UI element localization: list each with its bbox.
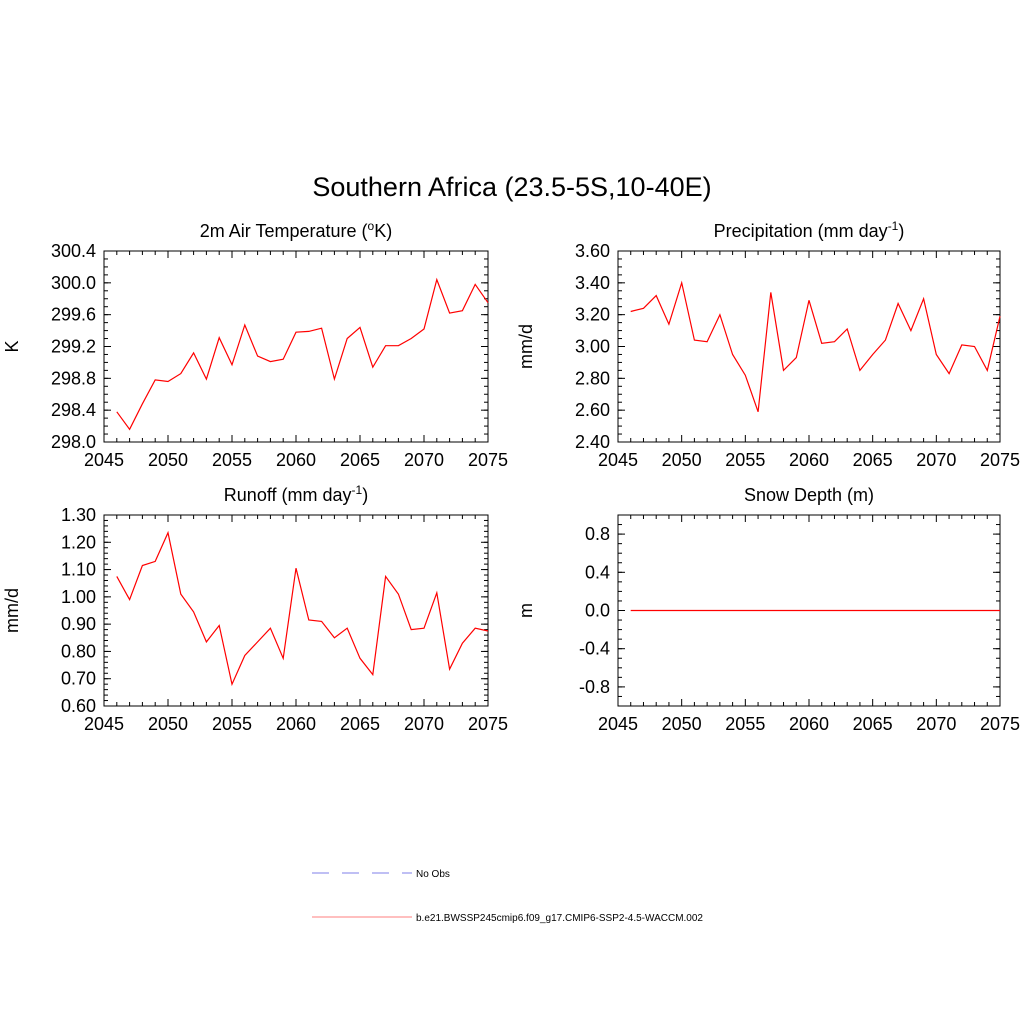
y-tick-label: 1.30 [61,505,96,525]
x-tick-label: 2050 [662,450,702,470]
x-tick-label: 2045 [598,714,638,734]
y-axis-label: m [516,603,536,618]
chart-panel-2: Precipitation (mm day-1) mm/d 2045 2050 2055… [516,219,1020,470]
panel-title-text: Precipitation (mm day [714,221,888,241]
y-tick-label: 300.0 [51,273,96,293]
panel-title: Precipitation (mm day-1) [714,219,905,241]
chart-panel-1: 2m Air Temperature (oK) K 2045 2050 2055 2060… [2,219,508,470]
plot-frame [103,250,489,443]
x-tick-label: 2070 [916,714,956,734]
panel-title-superscript: -1 [352,483,363,497]
legend-label: b.e21.BWSSP245cmip6.f09_g17.CMIP6-SSP2-4… [416,913,703,924]
x-tick-label: 2060 [276,714,316,734]
x-tick-label: 2050 [148,714,188,734]
series-line [116,277,489,431]
y-tick-label: 2.80 [575,368,610,388]
y-tick-label: 2.60 [575,400,610,420]
y-tick-label: 3.20 [575,305,610,325]
y-tick-label: 298.4 [51,400,96,420]
y-axis-label: K [2,340,22,352]
panel-title-text: Snow Depth (m) [744,485,874,505]
panel-title-superscript: o [368,219,375,233]
y-tick-label: 0.90 [61,614,96,634]
y-tick-label: 298.8 [51,368,96,388]
x-tick-label: 2050 [662,714,702,734]
x-tick-label: 2075 [980,450,1020,470]
y-tick-label: 299.2 [51,337,96,357]
x-tick-label: 2055 [212,450,252,470]
panel-title-suffix: ) [898,221,904,241]
x-tick-label: 2070 [404,714,444,734]
y-tick-label: 0.60 [61,696,96,716]
y-tick-label: 0.80 [61,641,96,661]
y-tick-label: 0.0 [585,601,610,621]
panel-title-suffix: K) [374,221,392,241]
legend: No Obs b.e21.BWSSP245cmip6.f09_g17.CMIP6-… [312,869,703,924]
figure-title: Southern Africa (23.5-5S,10-40E) [312,172,711,202]
x-tick-label: 2075 [980,714,1020,734]
y-tick-label: 0.8 [585,524,610,544]
x-tick-label: 2065 [340,450,380,470]
y-tick-label: 0.70 [61,669,96,689]
y-tick-label: 3.60 [575,241,610,261]
panel-title: Runoff (mm day-1) [224,483,368,505]
y-tick-label: 299.6 [51,305,96,325]
y-tick-label: 1.10 [61,560,96,580]
y-axis-label: mm/d [2,588,22,633]
panels: 2m Air Temperature (oK) K 2045 2050 2055 2060… [2,219,1020,734]
x-tick-label: 2065 [340,714,380,734]
x-tick-label: 2055 [212,714,252,734]
y-axis-label: mm/d [516,324,536,369]
panel-title-suffix: ) [362,485,368,505]
y-tick-label: -0.8 [579,677,610,697]
y-tick-label: 298.0 [51,432,96,452]
chart-panel-3: Runoff (mm day-1) mm/d 2045 2050 2055 2060 206… [2,483,508,734]
panel-title: Snow Depth (m) [744,485,874,505]
y-tick-label: -0.4 [579,639,610,659]
x-tick-label: 2075 [468,450,508,470]
x-tick-label: 2060 [789,714,829,734]
legend-item: No Obs [312,869,450,880]
x-tick-label: 2050 [148,450,188,470]
x-tick-label: 2055 [725,450,765,470]
panel-title-text: 2m Air Temperature ( [200,221,368,241]
y-tick-label: 1.00 [61,587,96,607]
x-tick-label: 2070 [916,450,956,470]
x-tick-label: 2070 [404,450,444,470]
x-tick-label: 2060 [789,450,829,470]
x-tick-label: 2075 [468,714,508,734]
x-tick-label: 2060 [276,450,316,470]
series-line [116,530,489,687]
y-tick-label: 1.20 [61,532,96,552]
x-tick-label: 2065 [853,450,893,470]
legend-item: b.e21.BWSSP245cmip6.f09_g17.CMIP6-SSP2-4… [312,913,703,924]
x-tick-label: 2065 [853,714,893,734]
y-tick-label: 0.4 [585,562,610,582]
panel-title: 2m Air Temperature (oK) [200,219,392,241]
panel-title-text: Runoff (mm day [224,485,352,505]
y-tick-label: 3.00 [575,337,610,357]
panel-title-superscript: -1 [888,219,899,233]
x-tick-label: 2045 [84,714,124,734]
series-line [630,280,1001,412]
x-tick-label: 2045 [84,450,124,470]
legend-label: No Obs [416,869,450,880]
x-tick-label: 2045 [598,450,638,470]
x-tick-label: 2055 [725,714,765,734]
y-tick-label: 2.40 [575,432,610,452]
y-tick-label: 3.40 [575,273,610,293]
plot-frame [617,250,1001,443]
y-tick-label: 300.4 [51,241,96,261]
chart-panel-4: Snow Depth (m) m 2045 2050 2055 2060 2065 2070 2… [516,485,1020,734]
